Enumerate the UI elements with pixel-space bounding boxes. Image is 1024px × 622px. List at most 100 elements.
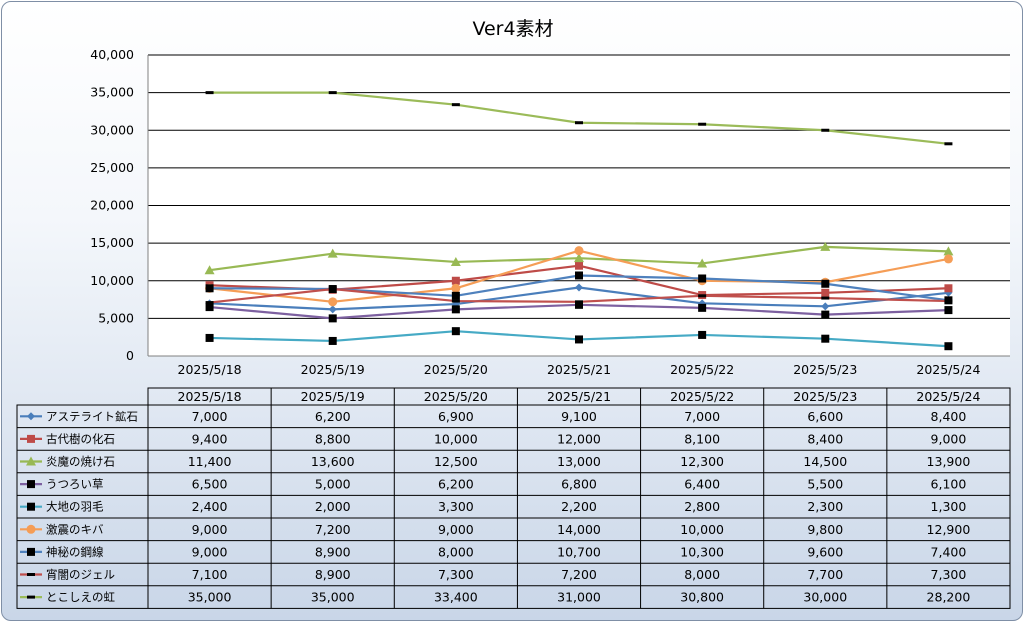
data-point <box>204 265 215 275</box>
data-point <box>575 300 583 304</box>
legend-key <box>20 480 42 489</box>
legend-marker <box>27 573 35 576</box>
y-tick-label: 20,000 <box>90 198 134 213</box>
y-tick-label: 10,000 <box>90 273 134 288</box>
table-cell: 9,600 <box>807 544 843 559</box>
data-point <box>821 310 830 319</box>
data-point <box>205 301 214 305</box>
legend-label: 大地の羽毛 <box>46 500 104 514</box>
table-header-cell: 2025/5/20 <box>424 389 488 404</box>
data-point <box>451 327 460 336</box>
table-cell: 3,300 <box>438 499 474 514</box>
data-point <box>328 336 337 345</box>
y-tick-label: 35,000 <box>90 85 134 100</box>
table-cell: 7,700 <box>807 567 843 582</box>
legend-key <box>20 524 42 534</box>
series-宵闇のジェル <box>205 287 953 305</box>
table-cell: 7,300 <box>438 567 474 582</box>
data-point <box>205 284 214 293</box>
legend-label: 激震のキバ <box>46 522 104 536</box>
data-point <box>944 299 953 303</box>
data-point <box>451 283 461 293</box>
table-cell: 2,400 <box>192 499 228 514</box>
table-cell: 31,000 <box>557 590 601 605</box>
x-tick-label: 2025/5/19 <box>301 362 365 377</box>
data-point <box>451 276 460 285</box>
data-point <box>698 274 707 283</box>
table-header-cell: 2025/5/23 <box>793 389 857 404</box>
legend-key <box>20 412 42 421</box>
series-layer <box>204 91 954 351</box>
data-point <box>328 305 337 314</box>
legend-marker <box>27 595 35 599</box>
data-point <box>821 334 830 343</box>
table-header-cell: 2025/5/22 <box>670 389 734 404</box>
data-point <box>574 253 584 263</box>
table-cell: 8,900 <box>315 544 351 559</box>
data-point <box>575 283 583 292</box>
data-point <box>944 306 953 315</box>
table-cell: 8,100 <box>684 431 720 446</box>
x-tick-label: 2025/5/18 <box>178 362 242 377</box>
data-point <box>451 103 460 107</box>
table-cell: 13,900 <box>927 454 971 469</box>
data-point <box>821 288 830 297</box>
table-cell: 35,000 <box>311 590 355 605</box>
legend-label: 炎魔の焼け石 <box>46 455 115 469</box>
table-cell: 6,800 <box>561 477 597 492</box>
table-cell: 9,100 <box>561 409 597 424</box>
data-point <box>205 333 214 342</box>
table-cell: 6,900 <box>438 409 474 424</box>
table-cell: 13,000 <box>557 454 601 469</box>
table-cell: 6,200 <box>315 409 351 424</box>
x-tick-label: 2025/5/21 <box>547 362 611 377</box>
legend-key <box>20 434 42 443</box>
y-tick-label: 5,000 <box>98 310 134 325</box>
data-point <box>821 279 830 288</box>
table-cell: 14,000 <box>557 522 601 537</box>
y-axis: 0 5,000 10,000 15,000 20,000 25,000 30,000 35,0… <box>90 47 134 363</box>
y-tick-label: 40,000 <box>90 47 134 62</box>
table-cell: 7,000 <box>684 409 720 424</box>
data-point <box>698 303 707 312</box>
data-point <box>575 261 583 270</box>
data-point <box>575 121 583 125</box>
data-point <box>698 122 707 126</box>
table-cell: 8,400 <box>931 409 967 424</box>
series-大地の羽毛 <box>205 327 953 351</box>
table-header-cell: 2025/5/24 <box>916 389 980 404</box>
data-point <box>821 296 830 300</box>
legend-marker <box>26 524 36 534</box>
data-point <box>574 246 584 256</box>
legend-key <box>20 456 42 466</box>
data-point <box>451 291 460 300</box>
legend-marker <box>27 547 35 556</box>
table-cell: 7,200 <box>561 567 597 582</box>
table-cell: 1,300 <box>931 499 967 514</box>
table-cell: 6,600 <box>807 409 843 424</box>
table-cell: 9,000 <box>438 522 474 537</box>
legend-key <box>20 502 42 511</box>
table-cell: 9,000 <box>192 522 228 537</box>
table-cell: 10,000 <box>680 522 724 537</box>
data-point <box>575 335 583 344</box>
table-cell: 8,800 <box>315 431 351 446</box>
table-header-cell: 2025/5/21 <box>547 389 611 404</box>
table-cell: 12,000 <box>557 431 601 446</box>
table-cell: 12,900 <box>927 522 971 537</box>
table-cell: 10,300 <box>680 544 724 559</box>
table-cell: 7,400 <box>931 544 967 559</box>
table-cell: 35,000 <box>188 590 232 605</box>
table-cell: 5,000 <box>315 477 351 492</box>
table-cell: 8,400 <box>807 431 843 446</box>
table-cell: 10,000 <box>434 431 478 446</box>
data-point <box>451 299 460 303</box>
table-cell: 6,500 <box>192 477 228 492</box>
data-point <box>821 128 830 132</box>
legend-key <box>20 547 42 556</box>
data-point <box>205 91 214 95</box>
legend-marker <box>27 502 35 511</box>
table-cell: 7,000 <box>192 409 228 424</box>
y-tick-label: 0 <box>126 348 134 363</box>
